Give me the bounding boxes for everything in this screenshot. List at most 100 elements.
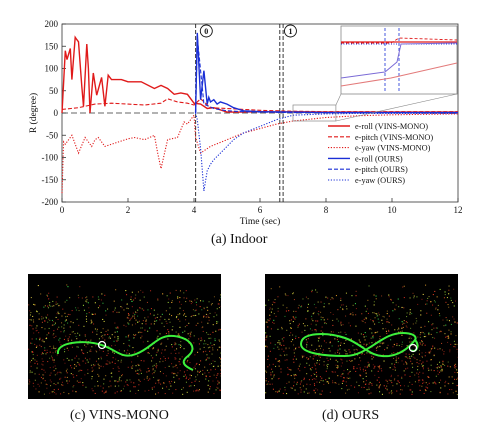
point	[337, 320, 339, 322]
point	[30, 312, 32, 314]
point	[103, 320, 105, 322]
point	[212, 324, 214, 326]
point	[323, 340, 325, 342]
point	[45, 338, 47, 340]
point	[344, 349, 346, 351]
point	[51, 324, 53, 326]
point	[265, 345, 267, 347]
point	[97, 373, 99, 375]
point	[120, 306, 122, 308]
point	[317, 337, 319, 339]
point	[29, 372, 31, 374]
point	[174, 373, 176, 375]
point	[409, 336, 411, 338]
point	[100, 365, 102, 367]
point	[196, 298, 198, 300]
point	[156, 337, 158, 339]
point	[413, 356, 415, 358]
point	[182, 310, 184, 312]
point	[269, 350, 271, 352]
point	[313, 349, 315, 351]
point	[328, 303, 330, 305]
point	[289, 369, 291, 371]
x-axis-label: Time (sec)	[240, 216, 281, 227]
point	[284, 315, 286, 317]
point	[400, 385, 402, 387]
point	[290, 387, 292, 389]
point	[42, 338, 44, 340]
point	[210, 342, 212, 344]
point	[77, 307, 79, 309]
point	[441, 370, 443, 372]
point	[306, 357, 308, 359]
point	[63, 330, 65, 332]
point	[365, 380, 367, 382]
point	[166, 386, 168, 388]
point	[212, 360, 214, 362]
point	[35, 327, 37, 329]
point	[34, 362, 36, 364]
point	[274, 299, 276, 301]
point	[195, 376, 197, 378]
point	[405, 356, 407, 358]
point	[205, 359, 207, 361]
point	[442, 319, 444, 321]
point	[362, 320, 364, 322]
point	[312, 313, 314, 315]
point	[320, 319, 322, 321]
point	[98, 338, 100, 340]
point	[426, 300, 428, 302]
point	[441, 368, 443, 370]
point	[160, 383, 162, 385]
point	[82, 382, 84, 384]
point	[195, 314, 197, 316]
point	[406, 316, 408, 318]
point	[179, 320, 181, 322]
point	[438, 313, 440, 315]
point	[453, 366, 455, 368]
point	[367, 299, 369, 301]
point	[171, 301, 173, 303]
point	[33, 385, 35, 387]
point	[196, 388, 198, 390]
point	[175, 289, 177, 291]
point	[155, 354, 157, 356]
point	[433, 355, 435, 357]
point	[94, 364, 96, 366]
point	[166, 322, 168, 324]
point	[169, 383, 171, 385]
point	[437, 348, 439, 350]
point	[447, 337, 449, 339]
point	[334, 352, 336, 354]
point	[316, 362, 318, 364]
point	[290, 341, 292, 343]
point	[290, 369, 292, 371]
point	[417, 303, 419, 305]
point	[432, 345, 434, 347]
point	[112, 368, 114, 370]
point	[29, 324, 31, 326]
point	[134, 351, 136, 353]
point	[177, 296, 179, 298]
point	[443, 351, 445, 353]
point	[332, 313, 334, 315]
point	[275, 358, 277, 360]
point	[440, 379, 442, 381]
point	[290, 327, 292, 329]
point	[114, 362, 116, 364]
point	[160, 343, 162, 345]
point	[120, 390, 122, 392]
point	[381, 370, 383, 372]
point	[114, 331, 116, 333]
point	[311, 344, 313, 346]
point	[335, 364, 337, 366]
point	[115, 380, 117, 382]
point	[217, 387, 219, 389]
point	[132, 365, 134, 367]
zoom-source-box	[292, 104, 337, 122]
point	[386, 380, 388, 382]
point	[87, 369, 89, 371]
point	[416, 320, 418, 322]
point	[337, 365, 339, 367]
point	[197, 371, 199, 373]
